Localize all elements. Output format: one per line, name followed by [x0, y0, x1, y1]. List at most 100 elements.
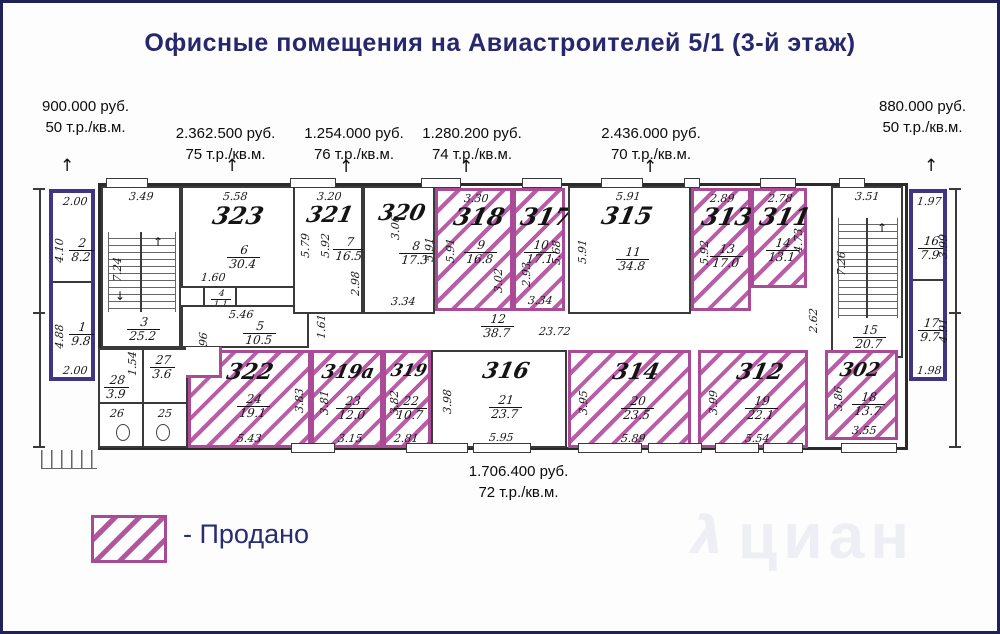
legend-sold-swatch: [91, 515, 167, 563]
dimension-tick: [33, 188, 45, 190]
room-319-sold: 319 22 10.7 3.82 2.81: [383, 350, 431, 448]
room-317-sold: 317 10 17.1 2.93 5.68 3.34: [513, 188, 574, 311]
window: [473, 443, 531, 453]
window: [578, 443, 642, 453]
window: [406, 443, 468, 453]
room-number: 311: [757, 202, 814, 231]
price-label-1706k: 1.706.400 руб. 72 т.р./кв.м.: [431, 461, 606, 503]
room-left-tall: 2.00 4.10 2 8.2 1 9.8 4.88 2.00: [49, 189, 96, 381]
dimension-line: [39, 189, 41, 447]
dimension-tick: [949, 446, 961, 448]
window: [684, 178, 700, 188]
dimension-line: [955, 189, 957, 447]
toilets-block: 1.54 27 3.6 28 3.9 26 25: [98, 348, 188, 448]
window: [421, 178, 461, 188]
stairwell-left: 3.49 ↑ ↓ 7.24 3 25.2: [101, 186, 181, 348]
room-right-tall: 1.97 16 7.9 3.99 17 9.7 4.91 1.98: [909, 189, 950, 381]
price-label-900k: 900.000 руб. 50 т.р./кв.м.: [13, 96, 158, 138]
price-label-880k: 880.000 руб. 50 т.р./кв.м.: [855, 96, 990, 138]
price-label-2436k: 2.436.000 руб. 70 т.р./кв.м.: [581, 123, 721, 165]
room-number: 320: [376, 200, 428, 226]
entrance-steps: [41, 450, 97, 469]
stairwell-right: 3.51 ↑ 7.26 15 20.7: [831, 186, 903, 358]
price-label-1280k: 1.280.200 руб. 74 т.р./кв.м.: [411, 123, 533, 165]
price-rate: 74 т.р./кв.м.: [431, 146, 513, 163]
dimension-tick: [949, 188, 961, 190]
up-arrow-icon: ↑: [225, 156, 240, 176]
up-arrow-icon: ↑: [877, 221, 888, 235]
legend-sold-label: - Продано: [183, 519, 310, 549]
window: [715, 443, 759, 453]
page-title: Офисные помещения на Авиастроителей 5/1 …: [144, 29, 856, 57]
room-number: 322: [224, 359, 276, 385]
room-311-sold: 2.78 311 14 13.1 4.73: [751, 188, 813, 288]
price-label-2362k: 2.362.500 руб. 75 т.р./кв.м.: [153, 123, 298, 165]
room-313-sold: 2.89 313 13 17.0 5.92: [691, 188, 756, 311]
watermark-text: циан: [737, 500, 915, 572]
up-arrow-icon: ↑: [339, 157, 354, 177]
price-value: 2.436.000 руб.: [601, 125, 701, 142]
toilet-fixture: [156, 424, 170, 441]
room-323: 5.58 323 6 30.4: [181, 186, 295, 288]
watermark: λ циан: [684, 499, 915, 573]
price-value: 1.706.400 руб.: [468, 463, 569, 480]
room-320: 320 3.06 8 17.3 5.91 3.34: [363, 186, 436, 314]
window: [760, 178, 796, 188]
room-316: 316 21 23.7 3.98 5.95: [431, 350, 567, 448]
up-arrow-icon: ↑: [924, 156, 939, 176]
room-321: 3.20 321 5.79 5.92 7 16.5 2.98: [293, 186, 368, 314]
stairs: [838, 218, 898, 318]
window: [763, 443, 803, 453]
room-319a-sold: 319а 23 12.0 3.81 3.15: [311, 350, 383, 448]
price-rate: 72 т.р./кв.м.: [478, 484, 559, 501]
watermark-figure-icon: λ: [683, 506, 732, 566]
up-arrow-icon: ↑: [60, 156, 75, 176]
room-number: 321: [304, 202, 356, 228]
price-rate: 76 т.р./кв.м.: [313, 146, 395, 163]
room-number: 313: [699, 202, 756, 231]
room-322-sold: 322 24 19.1 5.43 3.83: [188, 350, 311, 448]
price-rate: 50 т.р./кв.м.: [45, 119, 126, 136]
price-value: 2.362.500 руб.: [175, 125, 276, 142]
window: [648, 443, 702, 453]
partition-wall: [913, 279, 943, 281]
room-number: 318: [451, 202, 508, 231]
stairs: [108, 232, 176, 312]
window: [290, 178, 336, 188]
room-number: 315: [599, 201, 656, 230]
room-number: 316: [480, 358, 532, 384]
room-number: 312: [734, 359, 786, 385]
price-value: 1.254.000 руб.: [304, 125, 404, 142]
room-5: 5.46 5 10.5: [181, 305, 309, 348]
dimension-tick: [33, 312, 45, 314]
window: [839, 178, 865, 188]
window: [522, 178, 562, 188]
price-rate: 70 т.р./кв.м.: [610, 146, 692, 163]
price-value: 880.000 руб.: [879, 98, 966, 115]
room-314-sold: 314 20 23.5 3.95 5.89: [568, 350, 691, 448]
room-number: 302: [837, 359, 883, 381]
room-number: 323: [210, 201, 267, 230]
room-315: 5.91 315 11 34.8 5.91: [568, 186, 691, 314]
dimension-tick: [33, 446, 45, 448]
window: [601, 178, 643, 188]
room-312-sold: 312 19 22.1 3.99 5.54: [698, 350, 808, 448]
price-value: 900.000 руб.: [42, 98, 129, 115]
room-322-step: [186, 347, 222, 378]
price-value: 1.280.200 руб.: [422, 125, 522, 142]
toilet-fixture: [116, 424, 130, 441]
room-number: 319а: [319, 361, 377, 383]
room-number: 319: [388, 361, 429, 381]
corridor-area: 12 38.7: [480, 312, 516, 341]
price-rate: 50 т.р./кв.м.: [882, 119, 963, 136]
window: [841, 443, 897, 453]
room-318-sold: 3.30 318 5.91 9 16.8 3.02: [435, 188, 513, 311]
room-number: 314: [610, 359, 662, 385]
window: [106, 178, 148, 188]
dimension-tick: [949, 312, 961, 314]
room-302-sold: 302 18 13.7 3.86 3.55: [825, 350, 898, 440]
up-arrow-icon: ↑: [459, 157, 474, 177]
room-number: 317: [518, 202, 575, 231]
price-label-1254k: 1.254.000 руб. 76 т.р./кв.м.: [293, 123, 415, 165]
